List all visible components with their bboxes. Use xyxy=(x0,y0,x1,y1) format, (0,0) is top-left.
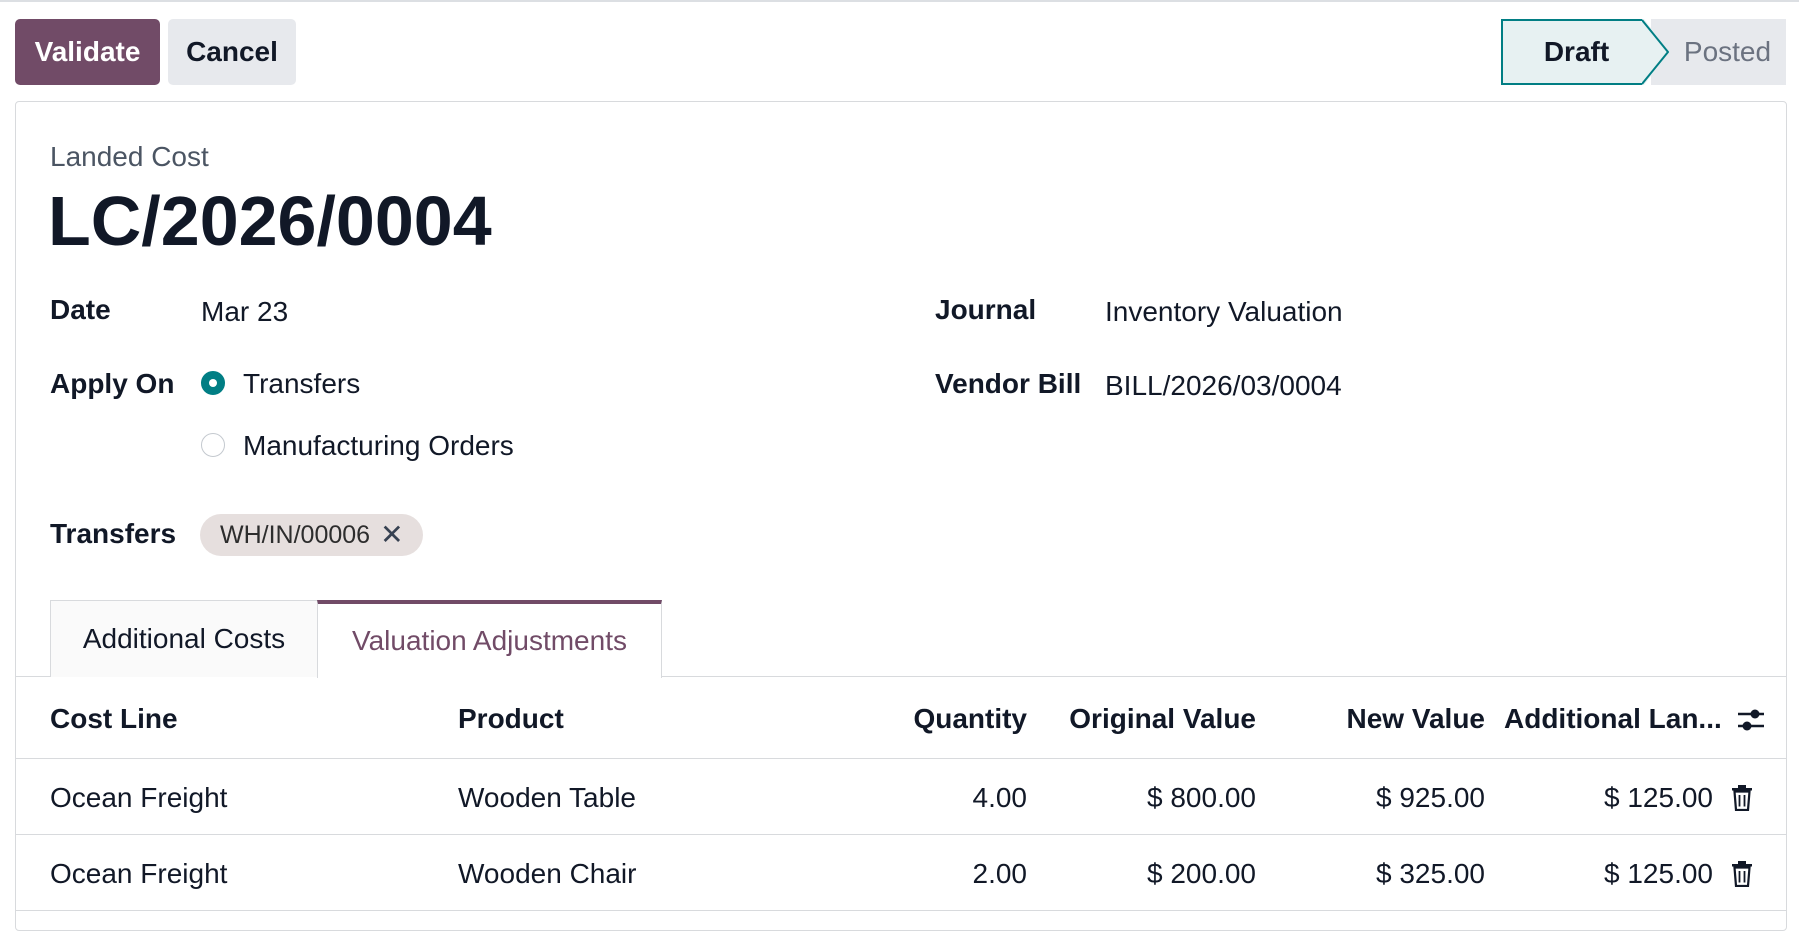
table-row-1-original-value[interactable]: $ 800.00 xyxy=(1147,782,1256,813)
row-divider xyxy=(15,834,1787,835)
radio-transfers[interactable] xyxy=(201,371,225,395)
status-draft[interactable]: Draft xyxy=(1501,19,1644,85)
cancel-button[interactable]: Cancel xyxy=(168,19,296,85)
vendor-bill-field[interactable]: BILL/2026/03/0004 xyxy=(1105,370,1342,401)
validate-button[interactable]: Validate xyxy=(15,19,160,85)
tab-additional-costs[interactable]: Additional Costs xyxy=(50,600,318,677)
status-bar: Draft Posted xyxy=(1501,19,1786,85)
sliders-icon[interactable] xyxy=(1736,705,1766,735)
table-row-1-product[interactable]: Wooden Table xyxy=(458,782,636,813)
tabs-divider xyxy=(15,676,1787,677)
table-row-2-additional[interactable]: $ 125.00 xyxy=(1604,858,1713,889)
transfers-label: Transfers xyxy=(50,518,177,549)
column-header-cost-line[interactable]: Cost Line xyxy=(50,703,178,734)
top-divider xyxy=(0,0,1799,2)
close-icon[interactable]: ✕ xyxy=(380,519,404,550)
column-header-additional-landed-cost[interactable]: Additional Lan... xyxy=(1504,703,1722,734)
radio-manufacturing-orders-label[interactable]: Manufacturing Orders xyxy=(243,430,514,461)
radio-transfers-label[interactable]: Transfers xyxy=(243,368,361,399)
page-title: LC/2026/0004 xyxy=(48,182,492,260)
model-label: Landed Cost xyxy=(50,141,209,172)
vendor-bill-label: Vendor Bill xyxy=(935,368,1082,399)
column-header-quantity[interactable]: Quantity xyxy=(913,703,1027,734)
table-row-1-new-value[interactable]: $ 925.00 xyxy=(1376,782,1485,813)
journal-label: Journal xyxy=(935,294,1037,325)
table-row-2-original-value[interactable]: $ 200.00 xyxy=(1147,858,1256,889)
table-row-2-new-value[interactable]: $ 325.00 xyxy=(1376,858,1485,889)
radio-manufacturing-orders[interactable] xyxy=(201,433,225,457)
row-divider xyxy=(15,910,1787,911)
date-label: Date xyxy=(50,294,111,325)
table-row-1-cost-line[interactable]: Ocean Freight xyxy=(50,782,228,813)
column-header-original-value[interactable]: Original Value xyxy=(1069,703,1256,734)
date-field[interactable]: Mar 23 xyxy=(201,296,289,327)
apply-on-label: Apply On xyxy=(50,368,175,399)
table-row-2-cost-line[interactable]: Ocean Freight xyxy=(50,858,228,889)
tab-valuation-adjustments[interactable]: Valuation Adjustments xyxy=(317,600,662,678)
status-posted[interactable]: Posted xyxy=(1669,19,1786,85)
column-header-new-value[interactable]: New Value xyxy=(1346,703,1485,734)
transfer-tag-label: WH/IN/00006 xyxy=(220,520,371,549)
table-row-2-quantity[interactable]: 2.00 xyxy=(972,858,1028,889)
header-divider xyxy=(15,758,1787,759)
column-header-product[interactable]: Product xyxy=(458,703,564,734)
transfer-tag[interactable]: WH/IN/00006 ✕ xyxy=(200,514,423,556)
table-row-1-additional[interactable]: $ 125.00 xyxy=(1604,782,1713,813)
status-arrow-icon xyxy=(1642,19,1670,85)
trash-icon[interactable] xyxy=(1731,861,1753,887)
table-row-1-quantity[interactable]: 4.00 xyxy=(972,782,1028,813)
trash-icon[interactable] xyxy=(1731,785,1753,811)
table-row-2-product[interactable]: Wooden Chair xyxy=(458,858,637,889)
journal-field[interactable]: Inventory Valuation xyxy=(1105,296,1343,327)
